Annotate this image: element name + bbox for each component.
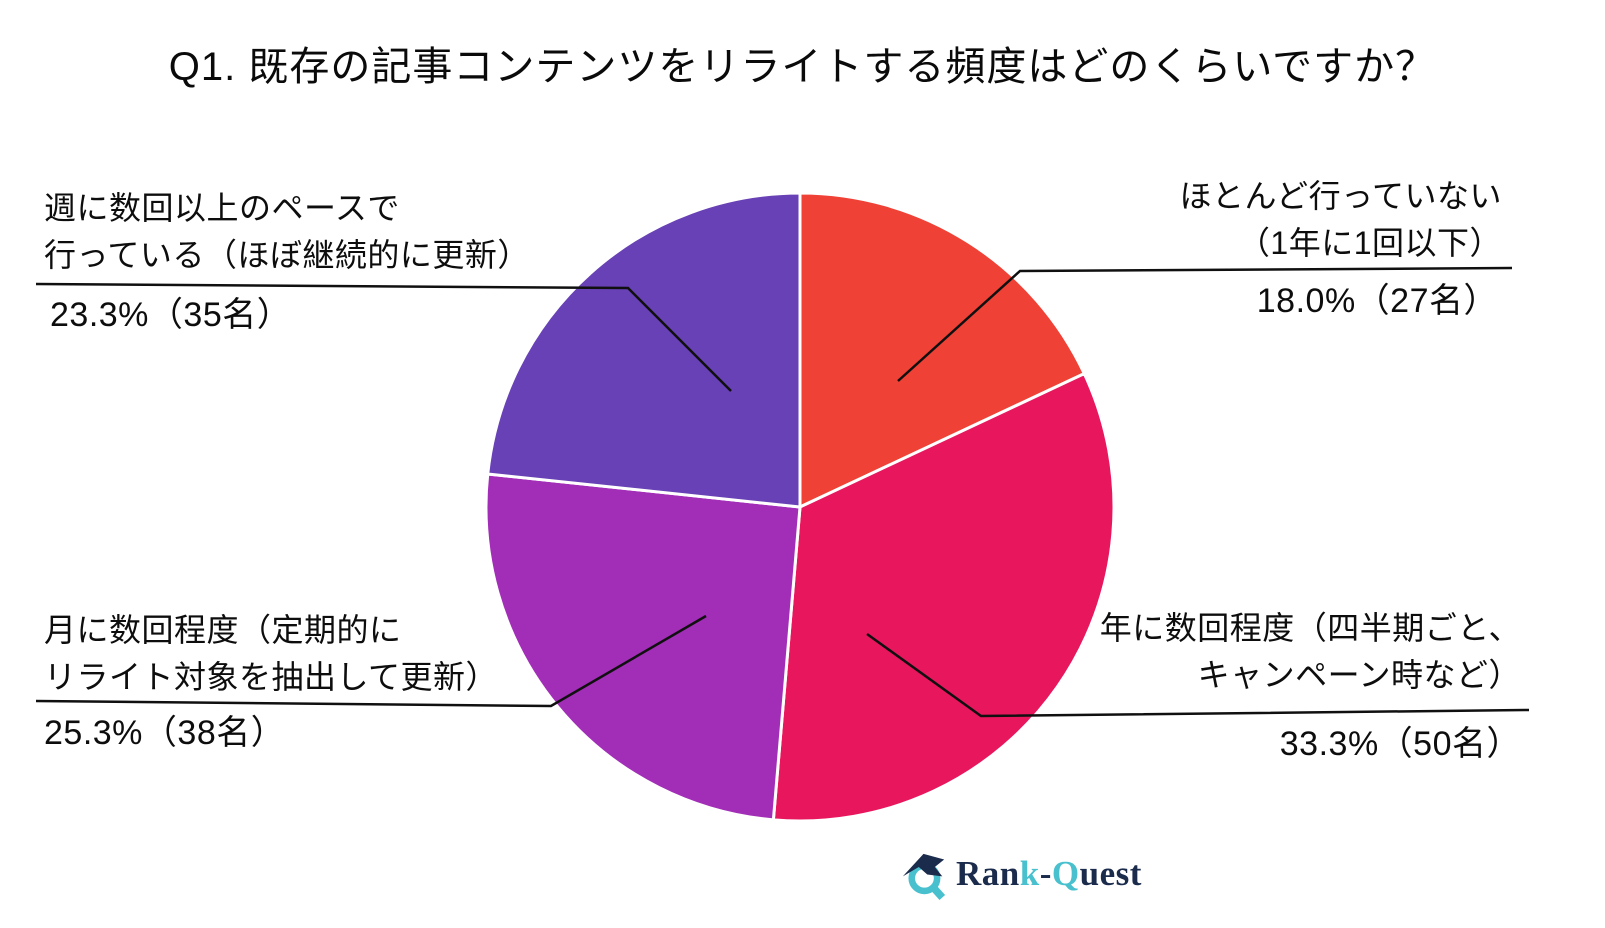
chart-title: Q1. 既存の記事コンテンツをリライトする頻度はどのくらいですか？	[168, 45, 1437, 89]
rank-quest-logo-icon	[902, 853, 946, 900]
callout-label-weekly-line2: 行っている（ほぼ継続的に更新）	[44, 237, 530, 273]
leader-line-monthly	[35, 614, 707, 708]
callout-label-monthly-line2: リライト対象を抽出して更新）	[44, 659, 499, 695]
callout-label-weekly-line1: 週に数回以上のペースで	[44, 190, 400, 226]
callout-value-monthly: 25.3%（38名）	[44, 714, 286, 752]
callout-label-yearly: 年に数回程度（四半期ごと、 キャンペーン時など）	[1100, 605, 1521, 699]
pie-slice-2	[484, 472, 802, 822]
callout-value-rarely: 18.0%（27名）	[1256, 282, 1498, 320]
callout-value-yearly: 33.3%（50名）	[1279, 725, 1521, 763]
leader-line-yearly	[866, 632, 1530, 718]
callout-label-rarely-line1: ほとんど行っていない	[1179, 178, 1502, 214]
callout-label-yearly-line1: 年に数回程度（四半期ごと、	[1099, 610, 1521, 646]
logo-text-segment: uest	[1079, 854, 1142, 893]
logo-text-segment: -	[1039, 854, 1052, 893]
pie-slice-3	[486, 191, 802, 509]
pie-slice-1	[771, 371, 1116, 823]
logo-text-segment: k	[1019, 854, 1040, 893]
logo-text-segment: Ran	[956, 854, 1020, 893]
rank-quest-logo-text: Rank-Quest	[956, 854, 1142, 894]
callout-label-rarely: ほとんど行っていない （1年に1回以下）	[1180, 173, 1502, 267]
callout-label-weekly: 週に数回以上のペースで 行っている（ほぼ継続的に更新）	[44, 185, 530, 279]
pie-slice-0	[798, 191, 1087, 510]
callout-label-yearly-line2: キャンペーン時など）	[1197, 657, 1521, 693]
leader-line-weekly	[35, 282, 732, 392]
rank-quest-logo: Rank-Quest	[900, 846, 1142, 902]
logo-text-segment: Q	[1051, 854, 1080, 893]
callout-value-weekly: 23.3%（35名）	[50, 296, 292, 334]
leader-line-rarely	[897, 266, 1513, 382]
callout-label-rarely-line2: （1年に1回以下）	[1237, 225, 1502, 261]
callout-label-monthly: 月に数回程度（定期的に リライト対象を抽出して更新）	[44, 607, 498, 701]
callout-label-monthly-line1: 月に数回程度（定期的に	[44, 612, 402, 648]
